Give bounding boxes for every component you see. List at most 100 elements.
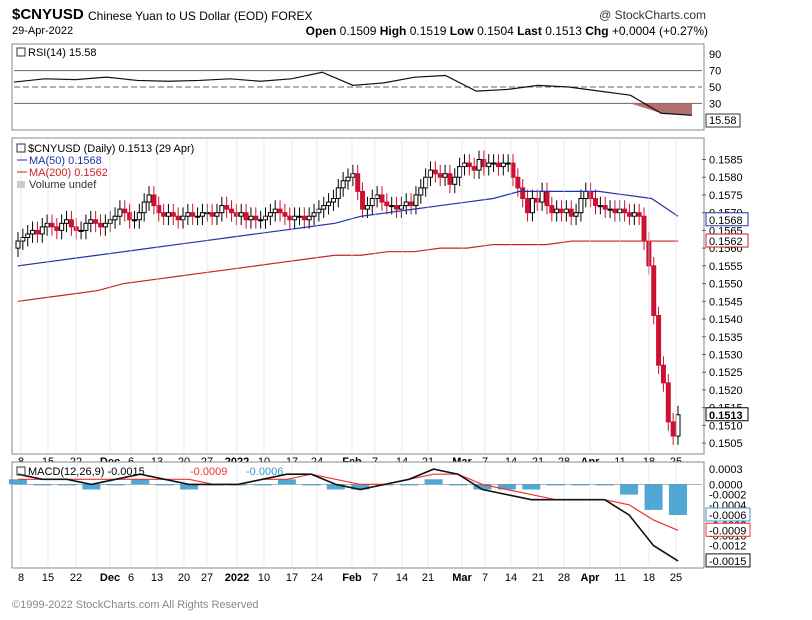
candle-body: [369, 198, 375, 207]
candle-body: [360, 190, 366, 210]
brand-label[interactable]: @ StockCharts.com: [599, 8, 706, 22]
macd-hist-bar: [571, 484, 590, 486]
candle-body: [59, 222, 65, 231]
macd-x-label-13: 7: [372, 572, 378, 584]
candle-body: [452, 176, 458, 185]
candle-body: [243, 212, 249, 221]
candle-body: [25, 233, 31, 238]
candle-body: [272, 208, 278, 214]
candle-body: [428, 169, 433, 178]
macd-hist-bar: [400, 484, 419, 486]
macd-hist-bar: [106, 484, 125, 486]
macd-hist-bar: [131, 479, 150, 485]
candle-body: [447, 173, 453, 185]
candle-body: [301, 215, 307, 221]
macd-x-label-1: 15: [42, 572, 54, 584]
macd-hist-bar: [57, 484, 76, 486]
candle-body: [471, 166, 477, 171]
open-label: Open: [305, 24, 337, 38]
low-value: 0.1504: [477, 24, 514, 38]
rsi-legend: RSI(14) 15.58: [28, 47, 96, 59]
candle-body: [505, 162, 511, 165]
rsi-line: [13, 71, 693, 116]
candle-body: [136, 212, 142, 221]
candle-body: [442, 173, 448, 178]
ohlc-summary: Open 0.1509 High 0.1519 Low 0.1504 Last …: [306, 24, 708, 38]
macd-x-label-19: 21: [532, 572, 544, 584]
candle-body: [229, 208, 235, 214]
candle-body: [165, 212, 171, 217]
candle-body: [539, 190, 545, 203]
candle-body: [131, 219, 137, 222]
macd-x-axis: 8 15 22 Dec 6 13 20 27 2022 10 17 24 Feb 7 14 21 Mar 7 14 2…: [18, 572, 682, 584]
macd-x-label-18: 14: [505, 572, 517, 584]
price-tick-0.1575: 0.1575: [709, 190, 743, 202]
candle-body: [437, 173, 443, 178]
price-tick-0.1555: 0.1555: [709, 261, 743, 273]
candle-body: [612, 208, 618, 214]
candle-body: [49, 222, 55, 228]
candle-body: [651, 265, 657, 317]
candle-body: [161, 212, 167, 217]
macd-hist-bar: [497, 484, 516, 490]
volume-legend-swatch: [17, 181, 25, 188]
rsi-last-box: [705, 113, 741, 128]
macd-signal-legend: -0.0009: [190, 466, 227, 478]
candle-body: [156, 205, 162, 214]
price-tick-0.1525: 0.1525: [709, 367, 743, 379]
candle-body: [607, 208, 613, 211]
candle-body: [340, 180, 346, 189]
ma50-legend: MA(50) 0.1568: [29, 155, 102, 167]
macd-hist-last-label: -0.0006: [709, 510, 746, 522]
macd-x-label-3: Dec: [100, 572, 120, 584]
macd-tick--0.0012: -0.0012: [709, 541, 746, 553]
candle-body: [520, 187, 526, 199]
candle-body: [626, 212, 632, 217]
macd-signal-last-label: -0.0009: [709, 525, 746, 537]
macd-hist-bar: [644, 484, 663, 510]
candle-body: [311, 212, 317, 217]
macd-tick-0.0000: 0.0000: [709, 479, 743, 491]
price-legend-main: $CNYUSD (Daily) 0.1513 (29 Apr): [28, 143, 194, 155]
candle-body: [602, 205, 608, 210]
candle-body: [568, 208, 574, 217]
macd-x-label-8: 2022: [225, 572, 249, 584]
macd-tick-0.0003: 0.0003: [709, 464, 743, 476]
macd-last-label: -0.0015: [709, 556, 746, 568]
candle-body: [146, 194, 152, 203]
price-tick-0.1530: 0.1530: [709, 350, 743, 362]
candle-body: [350, 173, 356, 178]
candle-body: [641, 215, 647, 242]
macd-hist-bar: [253, 484, 272, 486]
ma50-last-label-box: [705, 212, 749, 227]
macd-x-label-4: 6: [128, 572, 134, 584]
volume-legend: Volume undef: [29, 179, 97, 191]
candle-body: [292, 215, 298, 221]
candle-body: [98, 222, 103, 228]
candle-body: [282, 212, 288, 217]
candle-body: [44, 222, 50, 228]
macd-hist-bar: [595, 484, 614, 486]
candle-body: [636, 212, 642, 217]
candle-body: [631, 212, 637, 217]
macd-x-label-5: 13: [151, 572, 163, 584]
candle-body: [267, 212, 273, 217]
macd-tick--0.0002: -0.0002: [709, 490, 746, 502]
candle-body: [224, 205, 230, 210]
rsi-last-label: 15.58: [709, 115, 737, 127]
candle-body: [408, 201, 414, 207]
candle-body: [413, 194, 419, 207]
candle-body: [515, 176, 521, 189]
candle-body: [593, 198, 598, 207]
macd-hist-last-label-box: [705, 507, 751, 522]
macd-legend: MACD(12,26,9) -0.0015 -0.0009 -0.0006: [16, 466, 283, 478]
candle-body: [466, 162, 472, 168]
price-tick-0.1585: 0.1585: [709, 155, 743, 167]
candle-body: [549, 205, 555, 214]
chart-date: 29-Apr-2022: [12, 25, 74, 37]
candle-body: [54, 226, 60, 231]
candle-body: [20, 237, 26, 242]
ma200-last-label: 0.1562: [709, 236, 743, 248]
candle-body: [296, 215, 302, 218]
